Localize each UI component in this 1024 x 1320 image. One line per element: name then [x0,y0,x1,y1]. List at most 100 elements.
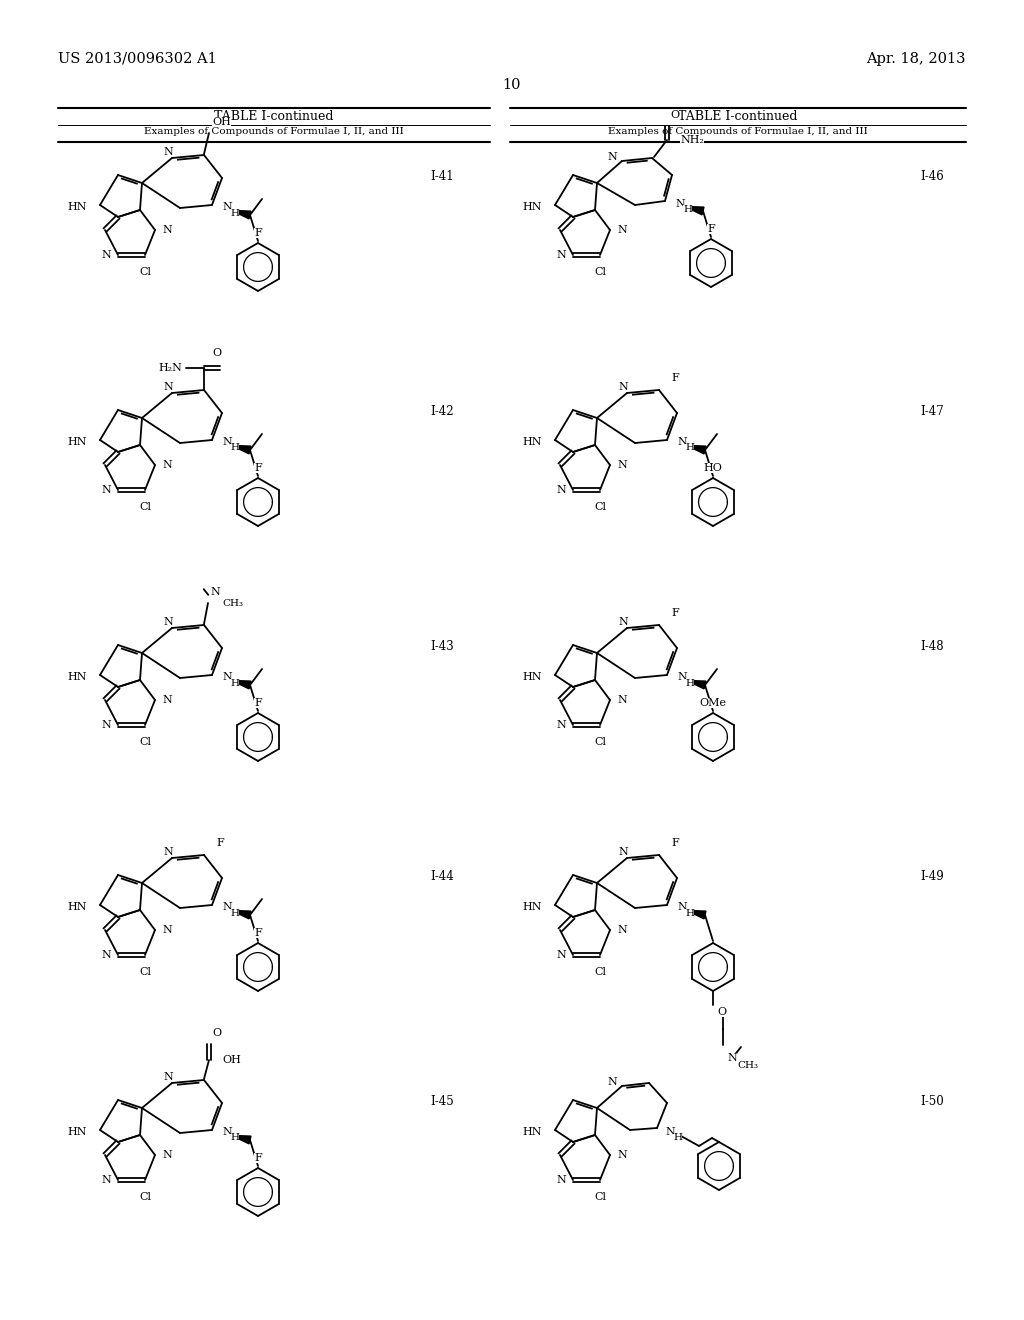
Text: F: F [254,698,262,708]
Text: H₂N: H₂N [158,363,182,374]
Text: I-46: I-46 [920,170,944,183]
Polygon shape [689,681,706,689]
Polygon shape [233,1135,251,1144]
Text: HN: HN [68,437,87,447]
Text: H: H [230,209,239,218]
Text: N: N [101,484,111,495]
Text: N: N [617,925,627,935]
Text: H: H [685,678,694,688]
Text: I-47: I-47 [920,405,944,418]
Text: Cl: Cl [594,1192,606,1203]
Text: F: F [254,228,262,238]
Text: N: N [222,672,231,682]
Polygon shape [233,446,251,454]
Text: N: N [677,672,687,682]
Text: N: N [163,847,173,857]
Text: N: N [618,616,628,627]
Text: H: H [673,1134,682,1143]
Text: Cl: Cl [594,267,606,277]
Text: CH₃: CH₃ [222,598,243,607]
Text: N: N [101,1175,111,1185]
Text: HN: HN [522,1127,542,1137]
Text: TABLE I-continued: TABLE I-continued [214,110,334,123]
Text: I-43: I-43 [430,640,454,653]
Text: H: H [230,444,239,453]
Polygon shape [687,206,703,215]
Text: OH: OH [212,117,230,127]
Text: N: N [556,719,566,730]
Text: Cl: Cl [139,737,151,747]
Text: N: N [556,249,566,260]
Text: I-41: I-41 [430,170,454,183]
Text: O: O [670,110,679,120]
Polygon shape [233,911,251,919]
Text: F: F [254,1152,262,1163]
Text: O: O [212,348,221,358]
Text: HN: HN [68,902,87,912]
Text: N: N [617,696,627,705]
Text: HN: HN [522,672,542,682]
Text: HN: HN [522,437,542,447]
Text: OH: OH [222,1055,241,1065]
Text: N: N [162,696,172,705]
Text: H: H [685,444,694,453]
Text: N: N [617,1150,627,1160]
Text: H: H [230,678,239,688]
Text: Cl: Cl [139,1192,151,1203]
Text: H: H [230,908,239,917]
Text: N: N [162,459,172,470]
Text: N: N [222,202,231,213]
Text: NH₂: NH₂ [680,135,703,145]
Text: N: N [677,902,687,912]
Text: F: F [671,838,679,847]
Text: N: N [162,925,172,935]
Text: Cl: Cl [594,737,606,747]
Text: N: N [222,902,231,912]
Text: N: N [101,719,111,730]
Text: Cl: Cl [139,267,151,277]
Text: N: N [675,199,685,209]
Text: O: O [717,1007,726,1016]
Text: Cl: Cl [594,968,606,977]
Text: N: N [556,950,566,960]
Text: Cl: Cl [139,502,151,512]
Text: N: N [556,1175,566,1185]
Text: N: N [607,152,617,162]
Text: I-50: I-50 [920,1096,944,1107]
Text: Cl: Cl [139,968,151,977]
Text: O: O [212,1028,221,1038]
Text: H: H [230,1134,239,1143]
Polygon shape [689,911,706,919]
Text: N: N [162,1150,172,1160]
Polygon shape [689,446,706,454]
Text: F: F [671,374,679,383]
Text: HN: HN [68,1127,87,1137]
Text: I-45: I-45 [430,1096,454,1107]
Text: N: N [665,1127,675,1137]
Text: OMe: OMe [699,698,726,708]
Text: Cl: Cl [594,502,606,512]
Polygon shape [233,210,251,219]
Text: Examples of Compounds of Formulae I, II, and III: Examples of Compounds of Formulae I, II,… [144,127,403,136]
Text: N: N [163,147,173,157]
Text: F: F [671,609,679,618]
Text: N: N [101,249,111,260]
Text: Examples of Compounds of Formulae I, II, and III: Examples of Compounds of Formulae I, II,… [608,127,868,136]
Text: F: F [216,838,224,847]
Text: N: N [163,616,173,627]
Text: I-49: I-49 [920,870,944,883]
Text: N: N [101,950,111,960]
Text: F: F [254,463,262,473]
Text: N: N [222,437,231,447]
Text: N: N [162,224,172,235]
Text: 10: 10 [503,78,521,92]
Text: H: H [685,908,694,917]
Text: H: H [683,205,692,214]
Text: I-44: I-44 [430,870,454,883]
Text: HN: HN [68,672,87,682]
Text: Apr. 18, 2013: Apr. 18, 2013 [866,51,966,66]
Text: N: N [222,1127,231,1137]
Text: HO: HO [703,463,723,473]
Text: N: N [617,224,627,235]
Text: N: N [556,484,566,495]
